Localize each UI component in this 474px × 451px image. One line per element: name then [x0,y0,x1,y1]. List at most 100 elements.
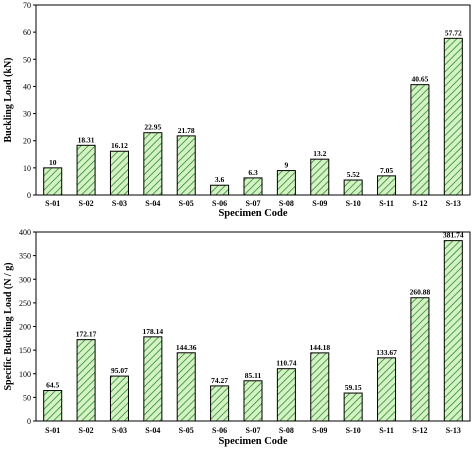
data-label: 16.12 [111,141,128,150]
x-tick-label: S-02 [79,426,94,435]
x-tick-label: S-05 [179,199,194,208]
x-tick-label: S-05 [179,426,194,435]
x-tick-label: S-13 [446,199,461,208]
y-tick-label: 100 [19,370,31,379]
y-tick-label: 250 [19,299,31,308]
y-tick-label: 350 [19,252,31,261]
data-label: 18.31 [78,135,95,144]
bar-s-12 [410,84,430,196]
bar-s-10 [343,179,363,196]
x-tick-label: S-04 [145,199,160,208]
y-axis-title: Buckling Load (kN) [3,57,14,142]
data-label: 6.3 [248,168,258,177]
y-tick-label: 0 [27,417,31,426]
y-tick-label: 50 [23,55,31,64]
data-label: 133.67 [376,348,397,357]
data-label: 85.11 [245,371,262,380]
x-tick-label: S-07 [245,199,260,208]
x-tick-label: S-11 [379,426,394,435]
y-axis-title: Specific Buckling Load (N / g) [3,262,14,390]
y-tick-label: 30 [23,110,31,119]
bar-s-01 [43,390,63,422]
y-tick-label: 20 [23,137,31,146]
x-tick-label: S-13 [446,426,461,435]
y-tick-label: 50 [23,393,31,402]
x-tick-label: S-07 [245,426,260,435]
y-tick-label: 150 [19,346,31,355]
bar-s-07 [243,380,263,422]
x-tick-label: S-02 [79,199,94,208]
bar-s-04 [143,336,163,422]
data-label: 64.5 [46,381,59,390]
x-tick-label: S-03 [112,426,127,435]
data-label: 95.07 [111,366,128,375]
data-label: 110.74 [276,359,296,368]
x-axis-title: Specimen Code [218,208,287,219]
data-label: 381.74 [443,231,464,240]
x-tick-label: S-09 [312,426,327,435]
bar-s-10 [343,392,363,422]
x-tick-label: S-10 [346,199,361,208]
y-tick-label: 10 [23,164,31,173]
data-label: 9 [285,161,289,170]
bar-s-13 [443,37,463,196]
x-tick-label: S-10 [346,426,361,435]
x-tick-label: S-01 [45,426,60,435]
x-tick-label: S-06 [212,199,227,208]
bar-s-06 [210,184,230,196]
data-label: 10 [49,158,57,167]
data-label: 40.65 [411,75,428,84]
data-label: 57.72 [445,28,462,37]
data-label: 144.36 [176,343,197,352]
bar-s-11 [377,175,397,196]
data-label: 22.95 [144,123,161,132]
x-axis-title: Specimen Code [218,436,287,447]
x-tick-label: S-03 [112,199,127,208]
data-label: 7.05 [380,166,393,175]
y-tick-label: 300 [19,275,31,284]
bar-s-08 [276,368,296,422]
x-tick-label: S-08 [279,199,294,208]
y-tick-label: 60 [23,28,31,37]
y-tick-label: 200 [19,323,31,332]
bar-s-02 [76,339,96,422]
bar-s-13 [443,240,463,422]
x-tick-label: S-12 [412,199,427,208]
x-tick-label: S-06 [212,426,227,435]
x-tick-label: S-08 [279,426,294,435]
plot-frame [35,4,471,196]
specific-buckling-load-chart: 0 50 100 150 200 250 300 350 400 64.5 S-01 172.17 S-… [3,228,471,447]
y-tick-label: 40 [23,82,31,91]
bar-s-09 [310,158,330,196]
bar-s-04 [143,132,163,196]
data-label: 172.17 [76,330,97,339]
x-tick-label: S-01 [45,199,60,208]
data-label: 5.52 [347,170,360,179]
bar-s-03 [109,150,129,196]
data-label: 144.18 [309,343,330,352]
data-label: 13.2 [313,149,326,158]
data-label: 178.14 [143,327,164,336]
bar-s-06 [210,385,230,422]
data-label: 260.88 [410,288,431,297]
x-tick-label: S-11 [379,199,394,208]
bar-s-07 [243,177,263,196]
x-tick-label: S-09 [312,199,327,208]
data-label: 3.6 [215,175,225,184]
data-label: 59.15 [345,383,362,392]
bar-s-01 [43,167,63,196]
data-label: 74.27 [211,376,228,385]
y-tick-label: 70 [23,1,31,10]
buckling-load-chart: 0 10 20 30 40 50 60 70 10 S-01 18.31 S-02 16.12 S-03 2… [3,1,471,219]
bar-s-05 [176,352,196,422]
bar-s-05 [176,135,196,196]
bar-s-03 [109,375,129,422]
data-label: 21.78 [178,126,195,135]
x-tick-label: S-12 [412,426,427,435]
y-tick-label: 0 [27,191,31,200]
bar-s-12 [410,297,430,422]
bar-s-02 [76,144,96,196]
bar-s-08 [276,170,296,196]
x-tick-label: S-04 [145,426,160,435]
